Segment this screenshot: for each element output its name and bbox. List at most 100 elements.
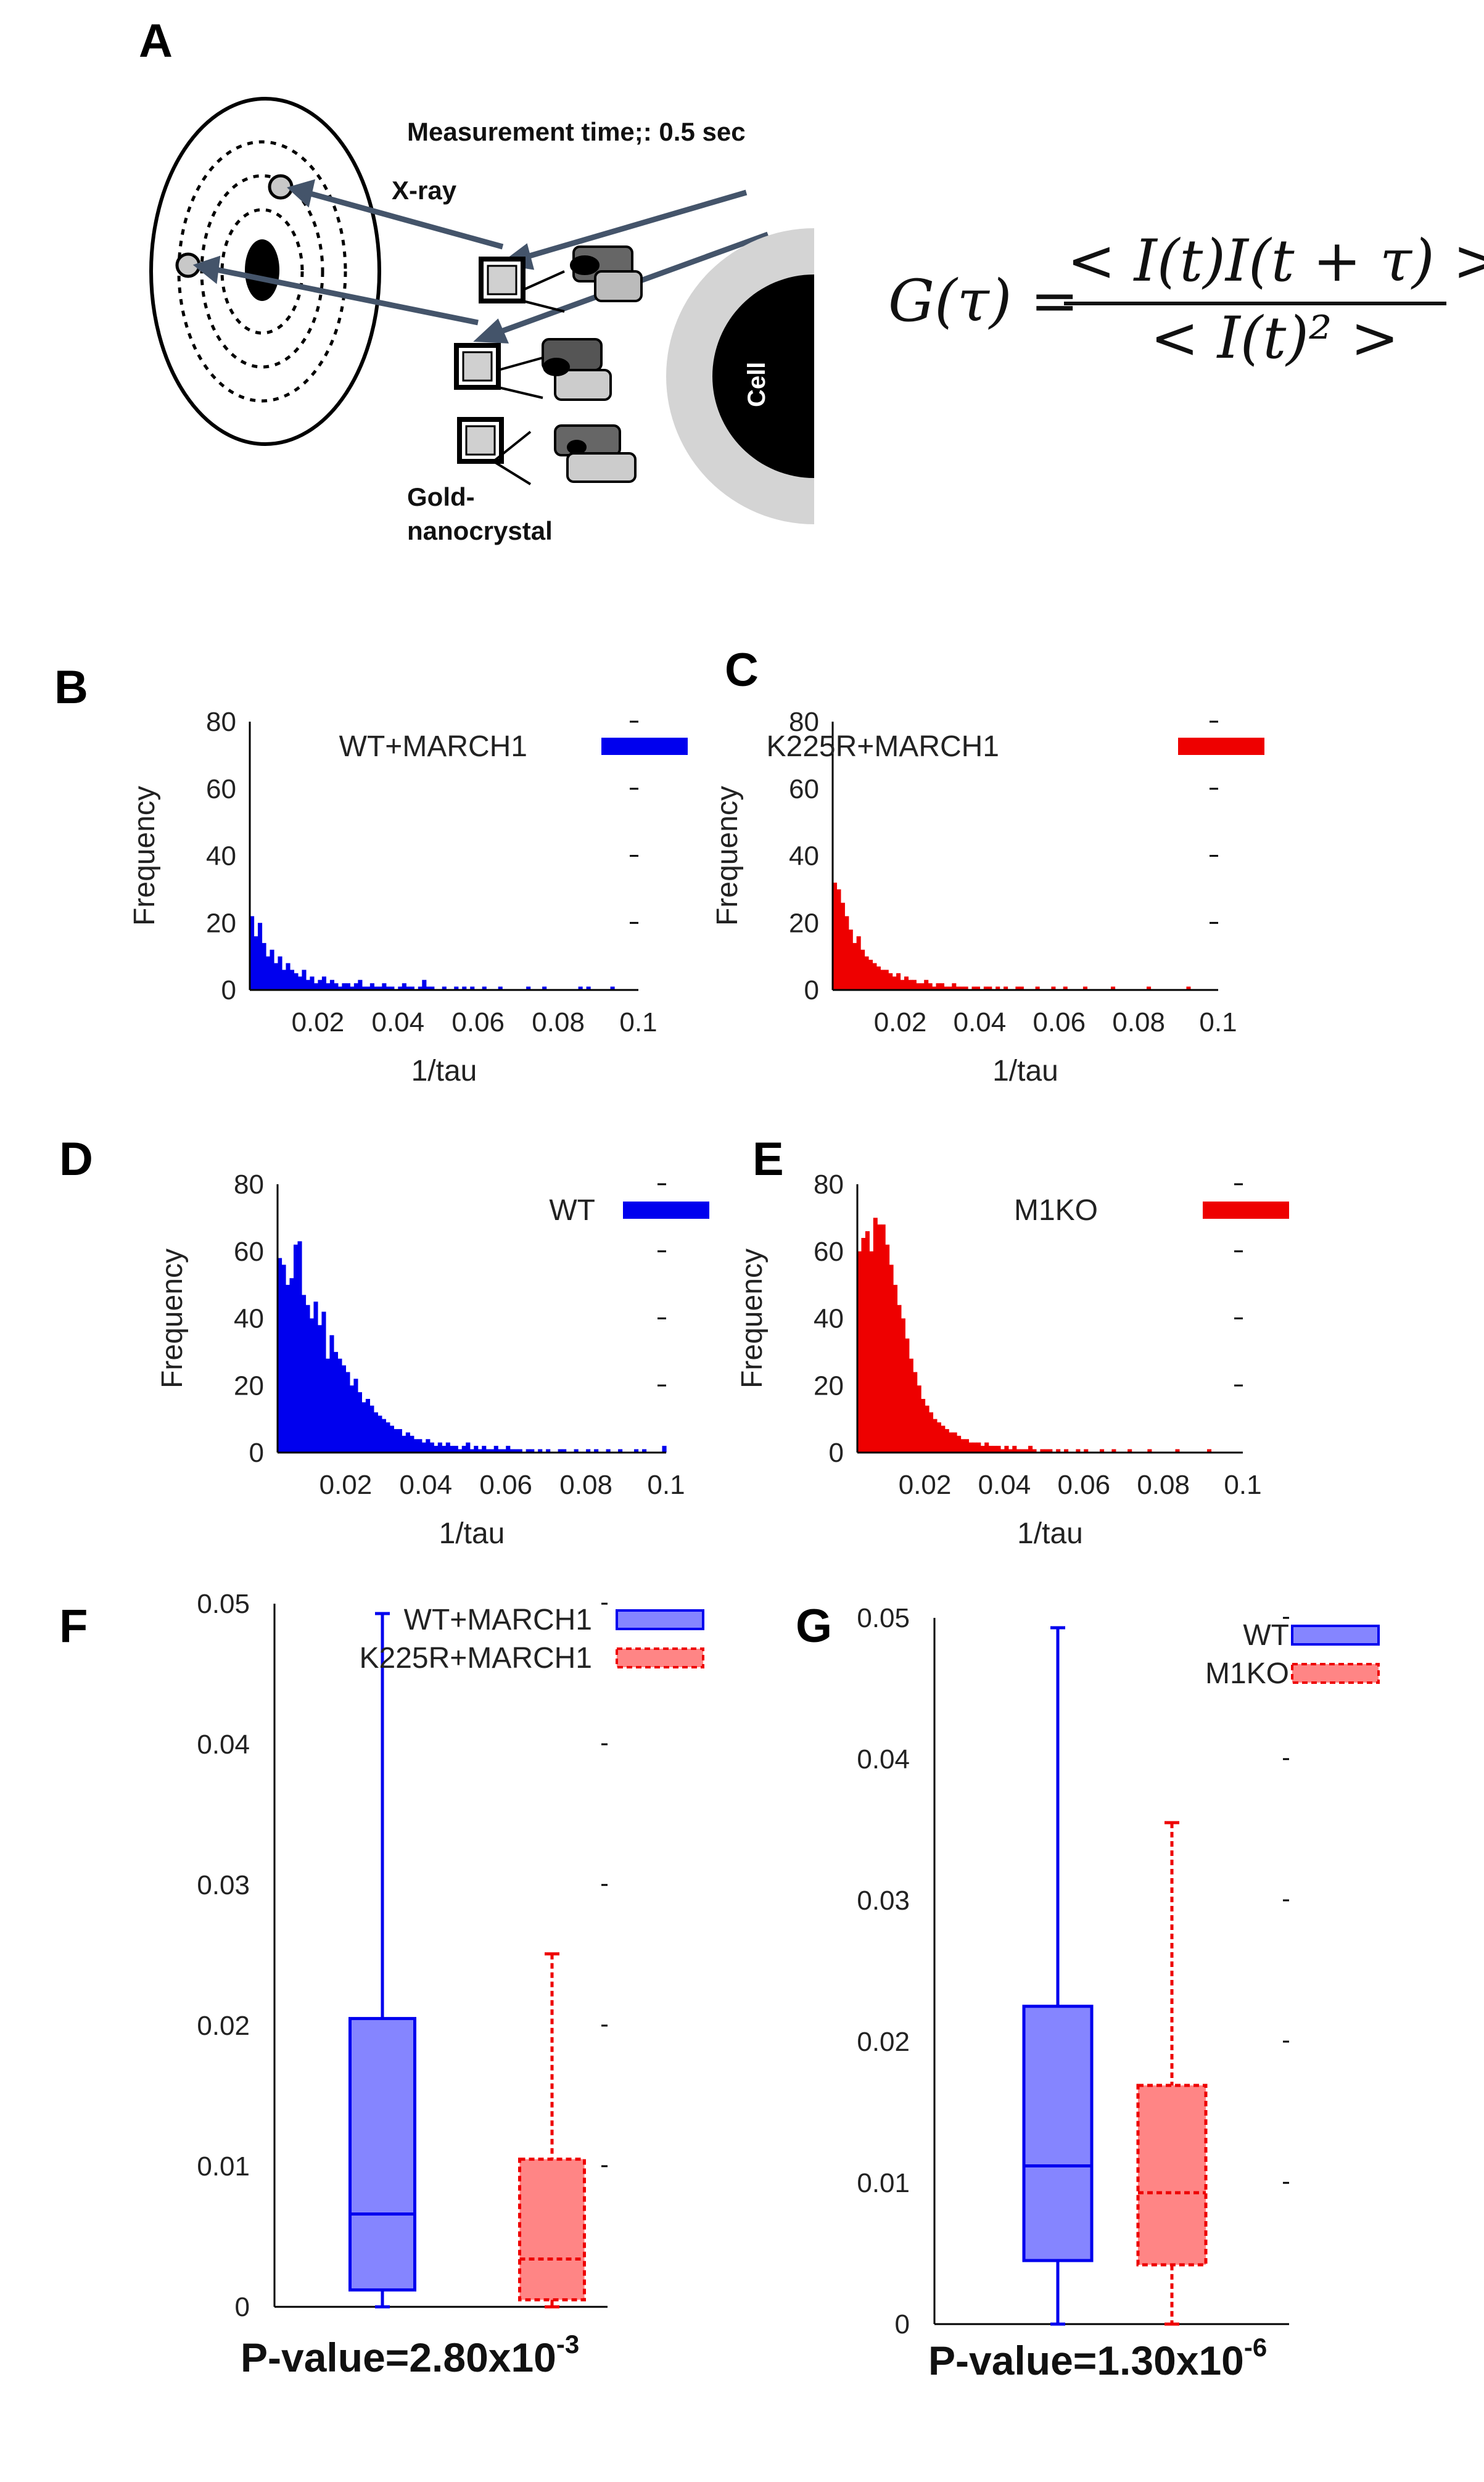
histogram-bar [662, 1446, 667, 1453]
histogram-bar [900, 979, 905, 990]
histogram-bar [426, 1439, 431, 1453]
histogram-bar [373, 1412, 378, 1453]
y-tick-label: 0.03 [197, 1870, 250, 1900]
histogram-bar [389, 1425, 394, 1453]
histogram-bar [860, 949, 865, 990]
histogram-bar [437, 1442, 442, 1453]
histogram-bar [458, 1449, 463, 1453]
x-tick-label: 0.04 [371, 1007, 424, 1037]
histogram-bar [474, 1446, 479, 1453]
histogram-bar [1048, 1449, 1053, 1453]
histogram-bar [309, 1318, 315, 1453]
y-tick-label: 20 [789, 908, 819, 938]
correlation-equation: G(τ) = < I(t)I(t + τ) > < I(t)² > [888, 228, 1484, 372]
histogram-bar [928, 983, 933, 990]
histogram-bar [921, 1399, 926, 1453]
p-value-label: P-value=2.80x10-3 [241, 2330, 579, 2380]
histogram-bar [313, 1301, 318, 1453]
histogram-bar [530, 1449, 535, 1453]
histogram-bar [385, 986, 390, 990]
panel-label-d: D [59, 1133, 93, 1185]
histogram-bar [1063, 986, 1068, 990]
histogram-bar [422, 979, 427, 990]
y-tick-label: 0 [235, 2292, 250, 2322]
histogram-bar [490, 1449, 495, 1453]
legend-swatch [601, 738, 688, 755]
histogram-bar [909, 1358, 913, 1453]
histogram-bar [936, 1422, 941, 1453]
histogram-bar [250, 916, 255, 990]
histogram-bar [462, 986, 467, 990]
x-tick-label: 0.02 [292, 1007, 345, 1037]
gold-nanocrystal-label-2: nanocrystal [407, 516, 553, 545]
histogram-bar [382, 983, 387, 990]
legend-label: WT+MARCH1 [339, 730, 527, 763]
xray-beams [192, 179, 769, 344]
histogram-bar [278, 1258, 282, 1453]
histogram-bar [872, 963, 877, 990]
histogram-bar [852, 942, 857, 990]
histogram-bar [936, 983, 941, 990]
x-axis-label: 1/tau [439, 1517, 505, 1550]
legend-swatch [1291, 1663, 1380, 1684]
histogram-bar [353, 983, 358, 990]
y-tick-label: 20 [814, 1371, 844, 1401]
histogram-bar [933, 1419, 938, 1453]
histogram-bar [450, 1446, 455, 1453]
histogram-bar [485, 1449, 490, 1453]
histogram-bar [526, 1449, 530, 1453]
histogram-bar [377, 1416, 382, 1453]
histogram-bar [908, 979, 913, 990]
histogram-bar [542, 986, 547, 990]
histogram-bar [949, 1432, 954, 1453]
histogram-bar [477, 1449, 482, 1453]
equation-numerator: < I(t)I(t + τ) > [1067, 228, 1484, 295]
histogram-bar [869, 1251, 874, 1453]
histogram-bar [928, 1412, 934, 1453]
box-iqr [1136, 2084, 1208, 2267]
histogram-bar [501, 1449, 506, 1453]
histogram-bar [358, 979, 363, 990]
histogram-bar [1019, 986, 1024, 990]
y-tick-label: 0.02 [197, 2011, 250, 2041]
histogram-bar [988, 1446, 993, 1453]
histogram-bar [262, 942, 266, 990]
histogram-bar [905, 1338, 910, 1453]
histogram-bar [289, 970, 295, 990]
histogram-bar [337, 1358, 342, 1453]
histogram-bar [345, 1372, 350, 1453]
histogram-bar [434, 1446, 439, 1453]
chart-g: 0 0.01 0.02 0.03 0.04 0.05 WT M1KO P-value=1.30x… [857, 1603, 1380, 2383]
histogram-bar [1056, 1449, 1061, 1453]
legend-label: M1KO [1014, 1194, 1098, 1227]
histogram-bar [361, 1402, 366, 1453]
histogram-bar [1084, 1449, 1089, 1453]
histogram-bar [406, 986, 411, 990]
histogram-bar [390, 986, 395, 990]
histogram-bar [1147, 1449, 1152, 1453]
histogram-bar [281, 970, 287, 990]
histogram-bar [281, 1264, 286, 1453]
x-tick-label: 0.08 [559, 1470, 612, 1500]
y-tick-label: 60 [814, 1237, 844, 1267]
histogram-bar [877, 1224, 882, 1453]
cell-label: Cell [743, 362, 770, 407]
diagram-panel-a: Cell Measurem [149, 97, 1484, 545]
histogram-bar [285, 1285, 291, 1453]
y-tick-label: 0.03 [857, 1886, 910, 1916]
chart-b: 0 20 40 60 80 0.02 0.04 0.06 0.08 0.1 1/tau Frequen… [128, 707, 688, 1087]
x-tick-label: 0.04 [399, 1470, 452, 1500]
histogram-bar [960, 1439, 965, 1453]
histogram-bar [374, 986, 379, 990]
histogram-bar [904, 976, 909, 990]
histogram-bar [402, 1435, 406, 1453]
legend-label: WT [1243, 1619, 1289, 1652]
y-tick-label: 0.01 [857, 2168, 910, 2198]
histogram-bar [897, 1305, 902, 1453]
histogram-bar [321, 976, 327, 990]
histogram-bar [833, 883, 838, 990]
histogram-bar [297, 1241, 302, 1453]
y-tick-label: 20 [206, 908, 236, 938]
histogram-bar [349, 1385, 355, 1453]
histogram-bar [885, 1244, 890, 1453]
